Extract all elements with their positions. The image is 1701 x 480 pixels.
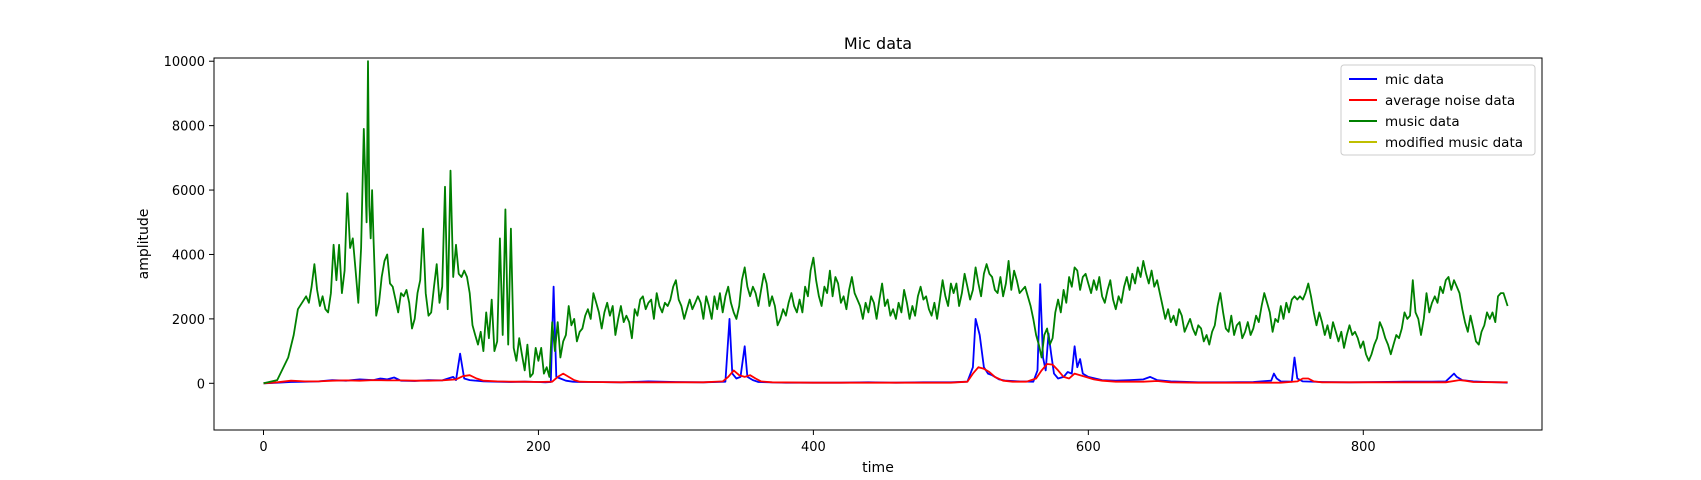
legend-label: mic data: [1385, 72, 1444, 88]
x-tick-label: 400: [801, 440, 826, 455]
series-line-average-noise-data: [263, 363, 1508, 385]
x-axis: 0 200 400 600 800: [259, 430, 1376, 455]
y-axis-label: amplitude: [136, 209, 152, 280]
legend-label: modified music data: [1385, 135, 1523, 151]
x-tick-label: 200: [526, 440, 551, 455]
legend-box: [1340, 64, 1536, 156]
plot-frame: [213, 57, 1543, 431]
y-tick-label: 6000: [172, 184, 205, 199]
x-tick-label: 600: [1076, 440, 1101, 455]
x-tick-label: 0: [259, 440, 267, 455]
legend-label: average noise data: [1385, 93, 1515, 109]
y-tick-label: 8000: [172, 120, 205, 135]
legend: mic data average noise data music data modi…: [1340, 64, 1536, 156]
series-line-music-data: [263, 60, 1509, 385]
x-tick-label: 800: [1351, 440, 1376, 455]
series-line-mic-data: [263, 283, 1508, 385]
x-axis-label: time: [862, 460, 894, 476]
y-tick-label: 4000: [172, 248, 205, 263]
y-axis: 0 2000 4000 6000 8000 10000: [164, 55, 214, 392]
plot-lines: [263, 60, 1509, 385]
chart-title: Mic data: [844, 34, 912, 53]
legend-label: music data: [1385, 114, 1460, 130]
y-tick-label: 0: [197, 377, 205, 392]
y-tick-label: 2000: [172, 313, 205, 328]
y-tick-label: 10000: [164, 55, 205, 70]
